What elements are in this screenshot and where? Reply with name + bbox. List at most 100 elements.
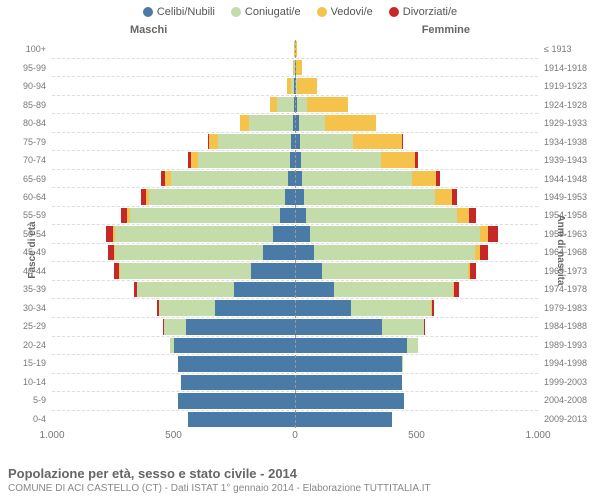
year-label: 1944-1948 [540,169,600,187]
legend-swatch [389,7,399,17]
bar-segment [432,300,434,316]
bar-segment [295,393,404,409]
bar-segment [310,226,480,242]
year-label: 1924-1928 [540,95,600,113]
male-bar [52,60,295,76]
bar-segment [120,263,251,279]
male-bar [52,208,295,224]
bar-segment [240,115,250,131]
female-bar [295,60,538,76]
male-label: Maschi [130,24,167,36]
bar-segment [407,338,418,354]
female-bar [295,189,538,205]
bar-segment [382,319,423,335]
bar-segment [115,245,263,261]
bar-segment [314,245,474,261]
male-bar [52,189,295,205]
female-bar [295,226,538,242]
age-label: 50-54 [0,225,50,243]
bar-segment [457,208,469,224]
legend-item: Divorziati/e [389,6,457,18]
year-label: 1959-1963 [540,225,600,243]
year-label: 1999-2003 [540,372,600,390]
bar-segment [307,97,348,113]
female-bar [295,134,538,150]
male-bar [52,282,295,298]
bar-segment [295,319,382,335]
bar-segment [295,375,402,391]
bar-segment [149,189,285,205]
bar-segment [299,115,326,131]
bar-segment [181,375,295,391]
male-bar [52,338,295,354]
population-pyramid [52,40,538,428]
bar-segment [480,245,489,261]
female-bar [295,171,538,187]
bar-segment [381,152,415,168]
bar-segment [263,245,295,261]
bar-segment [295,412,392,428]
legend-swatch [317,7,327,17]
bar-segment [285,189,295,205]
age-label: 10-14 [0,372,50,390]
male-bar [52,319,295,335]
bar-segment [174,338,296,354]
bar-segment [215,300,295,316]
bar-segment [295,263,322,279]
female-bar [295,300,538,316]
bar-segment [178,356,295,372]
x-tick: 0 [292,430,298,441]
age-label: 5-9 [0,391,50,409]
male-bar [52,78,295,94]
bar-segment [300,134,353,150]
male-bar [52,245,295,261]
female-bar [295,412,538,428]
male-bar [52,115,295,131]
year-label: 1994-1998 [540,354,600,372]
bar-segment [209,134,219,150]
bar-segment [295,171,302,187]
year-labels: ≤ 19131914-19181919-19231924-19281929-19… [540,40,600,428]
bar-segment [488,226,498,242]
bar-segment [159,300,215,316]
age-label: 60-64 [0,188,50,206]
legend-item: Coniugati/e [231,6,301,18]
bar-segment [297,78,316,94]
bar-segment [171,171,288,187]
age-label: 55-59 [0,206,50,224]
chart-subtitle: COMUNE DI ACI CASTELLO (CT) - Dati ISTAT… [8,483,592,494]
legend-label: Divorziati/e [403,6,457,18]
year-label: 1974-1978 [540,280,600,298]
male-bar [52,412,295,428]
bar-segment [106,226,113,242]
bar-segment [295,226,310,242]
bar-segment [452,189,457,205]
legend-label: Coniugati/e [245,6,301,18]
legend: Celibi/NubiliConiugati/eVedovi/eDivorzia… [0,0,600,22]
legend-swatch [231,7,241,17]
year-label: 1989-1993 [540,336,600,354]
bar-segment [198,152,290,168]
year-label: 1939-1943 [540,151,600,169]
male-bar [52,263,295,279]
age-label: 80-84 [0,114,50,132]
x-tick: 1.000 [525,430,550,441]
male-bar [52,375,295,391]
age-label: 25-29 [0,317,50,335]
bar-segment [188,412,295,428]
bar-segment [273,226,295,242]
male-bar [52,97,295,113]
age-label: 95-99 [0,58,50,76]
year-label: 1929-1933 [540,114,600,132]
female-bar [295,375,538,391]
bar-segment [402,134,403,150]
female-bar [295,393,538,409]
bar-segment [334,282,453,298]
year-label: 1934-1938 [540,132,600,150]
male-bar [52,356,295,372]
x-tick: 1.000 [39,430,64,441]
age-label: 65-69 [0,169,50,187]
male-bar [52,134,295,150]
bar-segment [295,300,351,316]
male-bar [52,393,295,409]
